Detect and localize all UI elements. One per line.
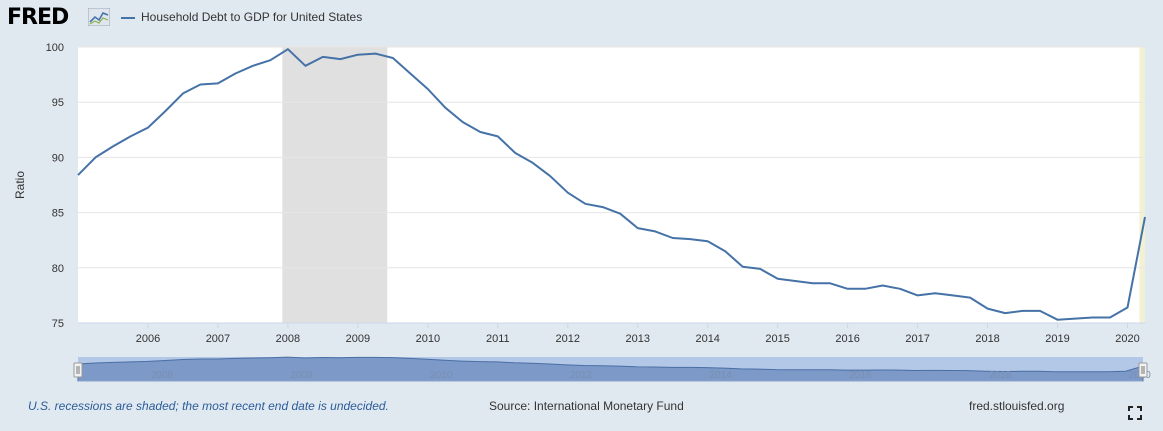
plot-area: 75 80 85 90 95 100 2006 2007 2008 2009 2010 2011 201… — [13, 42, 1146, 345]
navigator-label: 2016 — [849, 370, 872, 381]
x-tick-label: 2014 — [695, 333, 719, 345]
navigator-handle-left[interactable] — [73, 362, 83, 378]
y-tick-label: 100 — [46, 42, 64, 54]
fred-logo[interactable]: FRED — [7, 5, 69, 30]
x-tick-label: 2018 — [975, 333, 999, 345]
navigator-label: 2008 — [291, 370, 314, 381]
chart: 75 80 85 90 95 100 2006 2007 2008 2009 2010 2011 201… — [13, 42, 1151, 382]
x-tick-label: 2006 — [136, 333, 160, 345]
navigator[interactable]: 20062008201020122014201620182020 — [73, 356, 1151, 382]
x-tick-label: 2008 — [276, 333, 300, 345]
undecided-recession-band — [1139, 47, 1145, 323]
handle-body[interactable] — [73, 362, 83, 378]
series-line[interactable] — [77, 48, 1146, 321]
x-tick-label: 2016 — [835, 333, 859, 345]
x-tick-label: 2007 — [206, 333, 230, 345]
x-tick-label: 2019 — [1045, 333, 1069, 345]
x-tick-label: 2013 — [625, 333, 649, 345]
x-tick-label: 2011 — [486, 333, 510, 345]
y-tick-label: 95 — [52, 97, 64, 109]
chart-header: FRED Household Debt to GDP for United St… — [0, 0, 1163, 36]
legend-line-swatch — [121, 17, 135, 19]
navigator-handle-right[interactable] — [1138, 362, 1148, 378]
y-axis-label: Ratio — [13, 171, 27, 199]
x-tick-label: 2020 — [1115, 333, 1139, 345]
y-tick-label: 75 — [52, 318, 64, 330]
trend-line-icon — [88, 8, 110, 26]
x-tick-label: 2015 — [765, 333, 789, 345]
navigator-label: 2014 — [710, 370, 733, 381]
recession-note: U.S. recessions are shaded; the most rec… — [28, 399, 389, 413]
x-tick-label: 2010 — [416, 333, 440, 345]
recession-band — [282, 47, 388, 323]
navigator-label: 2010 — [430, 370, 453, 381]
x-tick-label: 2009 — [346, 333, 370, 345]
legend-label: Household Debt to GDP for United States — [141, 10, 363, 24]
handle-body[interactable] — [1138, 362, 1148, 378]
source-text: Source: International Monetary Fund — [489, 399, 684, 413]
x-tick-label: 2017 — [905, 333, 929, 345]
navigator-label: 2018 — [989, 370, 1012, 381]
y-tick-label: 90 — [52, 152, 64, 164]
x-tick-label: 2012 — [556, 333, 580, 345]
fullscreen-icon[interactable] — [1128, 406, 1142, 420]
site-link[interactable]: fred.stlouisfed.org — [969, 399, 1065, 413]
y-tick-label: 80 — [52, 263, 64, 275]
navigator-area — [77, 356, 1144, 382]
navigator-label: 2006 — [151, 370, 174, 381]
plot-background — [78, 47, 1145, 323]
y-tick-label: 85 — [52, 208, 64, 220]
navigator-label: 2012 — [570, 370, 593, 381]
